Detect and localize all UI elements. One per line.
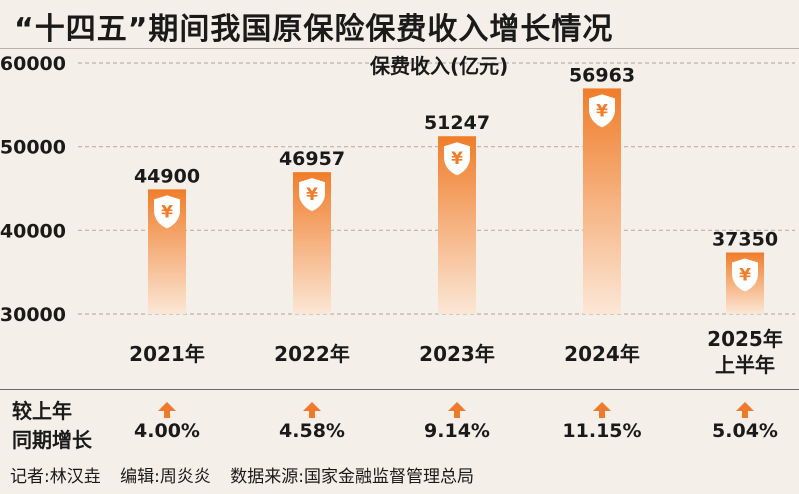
bar-value-label: 51247 <box>424 112 490 134</box>
editor-credit: 编辑:周炎炎 <box>120 467 211 487</box>
yen-glyph: ¥ <box>306 185 318 205</box>
shield-shape <box>444 142 470 176</box>
x-tick-label: 2025年 <box>707 327 783 351</box>
bar-value-label: 44900 <box>134 165 200 187</box>
arrow-shape <box>736 402 754 418</box>
yen-shield-icon: ¥ <box>589 94 615 128</box>
yen-shield-icon: ¥ <box>299 178 325 212</box>
bar-value-label: 37350 <box>712 229 778 251</box>
shield-shape <box>732 258 758 292</box>
yen-shield-icon: ¥ <box>154 195 180 229</box>
source-credit: 数据来源:国家金融监督管理总局 <box>230 467 475 487</box>
growth-value: 11.15% <box>562 420 642 442</box>
x-tick-label: 2023年 <box>419 342 495 366</box>
bar-value-label: 46957 <box>279 148 345 170</box>
bar-chart: 30000 40000 50000 60000 保费收入(亿元) ¥44900 2021年 ¥… <box>0 53 795 377</box>
shield-shape <box>299 178 325 212</box>
growth-value: 5.04% <box>712 420 778 442</box>
growth-item: 5.04% <box>685 402 799 442</box>
chart-divider <box>0 389 799 390</box>
up-arrow-icon <box>448 402 466 418</box>
y-tick-label: 60000 <box>0 53 66 75</box>
growth-label-line-1: 较上年 <box>12 399 72 423</box>
yen-shield-icon: ¥ <box>444 142 470 176</box>
yen-glyph: ¥ <box>161 202 173 222</box>
growth-row-label: 较上年 同期增长 <box>12 397 112 455</box>
growth-label-line-2: 同期增长 <box>12 428 92 452</box>
x-tick-label: 2022年 <box>274 342 350 366</box>
growth-item: 11.15% <box>542 402 662 442</box>
growth-item: 4.58% <box>252 402 372 442</box>
up-arrow-icon <box>593 402 611 418</box>
yen-glyph: ¥ <box>739 266 751 286</box>
yen-glyph: ¥ <box>451 149 463 169</box>
shield-shape <box>154 195 180 229</box>
bar-value-label: 56963 <box>569 64 635 86</box>
growth-item: 9.14% <box>397 402 517 442</box>
y-tick-label: 50000 <box>0 137 66 159</box>
y-tick-label: 40000 <box>0 220 66 242</box>
arrow-shape <box>593 402 611 418</box>
shield-shape <box>589 94 615 128</box>
credits: 记者:林汉垚 编辑:周炎炎 数据来源:国家金融监督管理总局 <box>10 462 488 487</box>
arrow-shape <box>303 402 321 418</box>
yen-shield-icon: ¥ <box>732 258 758 292</box>
up-arrow-icon <box>303 402 321 418</box>
growth-item: 4.00% <box>107 402 227 442</box>
x-tick-label: 上半年 <box>715 353 775 377</box>
arrow-shape <box>158 402 176 418</box>
unit-label: 保费收入(亿元) <box>369 54 508 78</box>
reporter-credit: 记者:林汉垚 <box>10 467 101 487</box>
title-divider <box>0 48 799 49</box>
x-tick-label: 2021年 <box>129 342 205 366</box>
y-tick-label: 30000 <box>0 304 66 326</box>
growth-value: 9.14% <box>424 420 490 442</box>
yen-glyph: ¥ <box>596 101 608 121</box>
arrow-shape <box>448 402 466 418</box>
up-arrow-icon <box>736 402 754 418</box>
growth-value: 4.00% <box>134 420 200 442</box>
up-arrow-icon <box>158 402 176 418</box>
x-tick-label: 2024年 <box>564 342 640 366</box>
page-title: “十四五”期间我国原保险保费收入增长情况 <box>14 12 614 47</box>
growth-value: 4.58% <box>279 420 345 442</box>
